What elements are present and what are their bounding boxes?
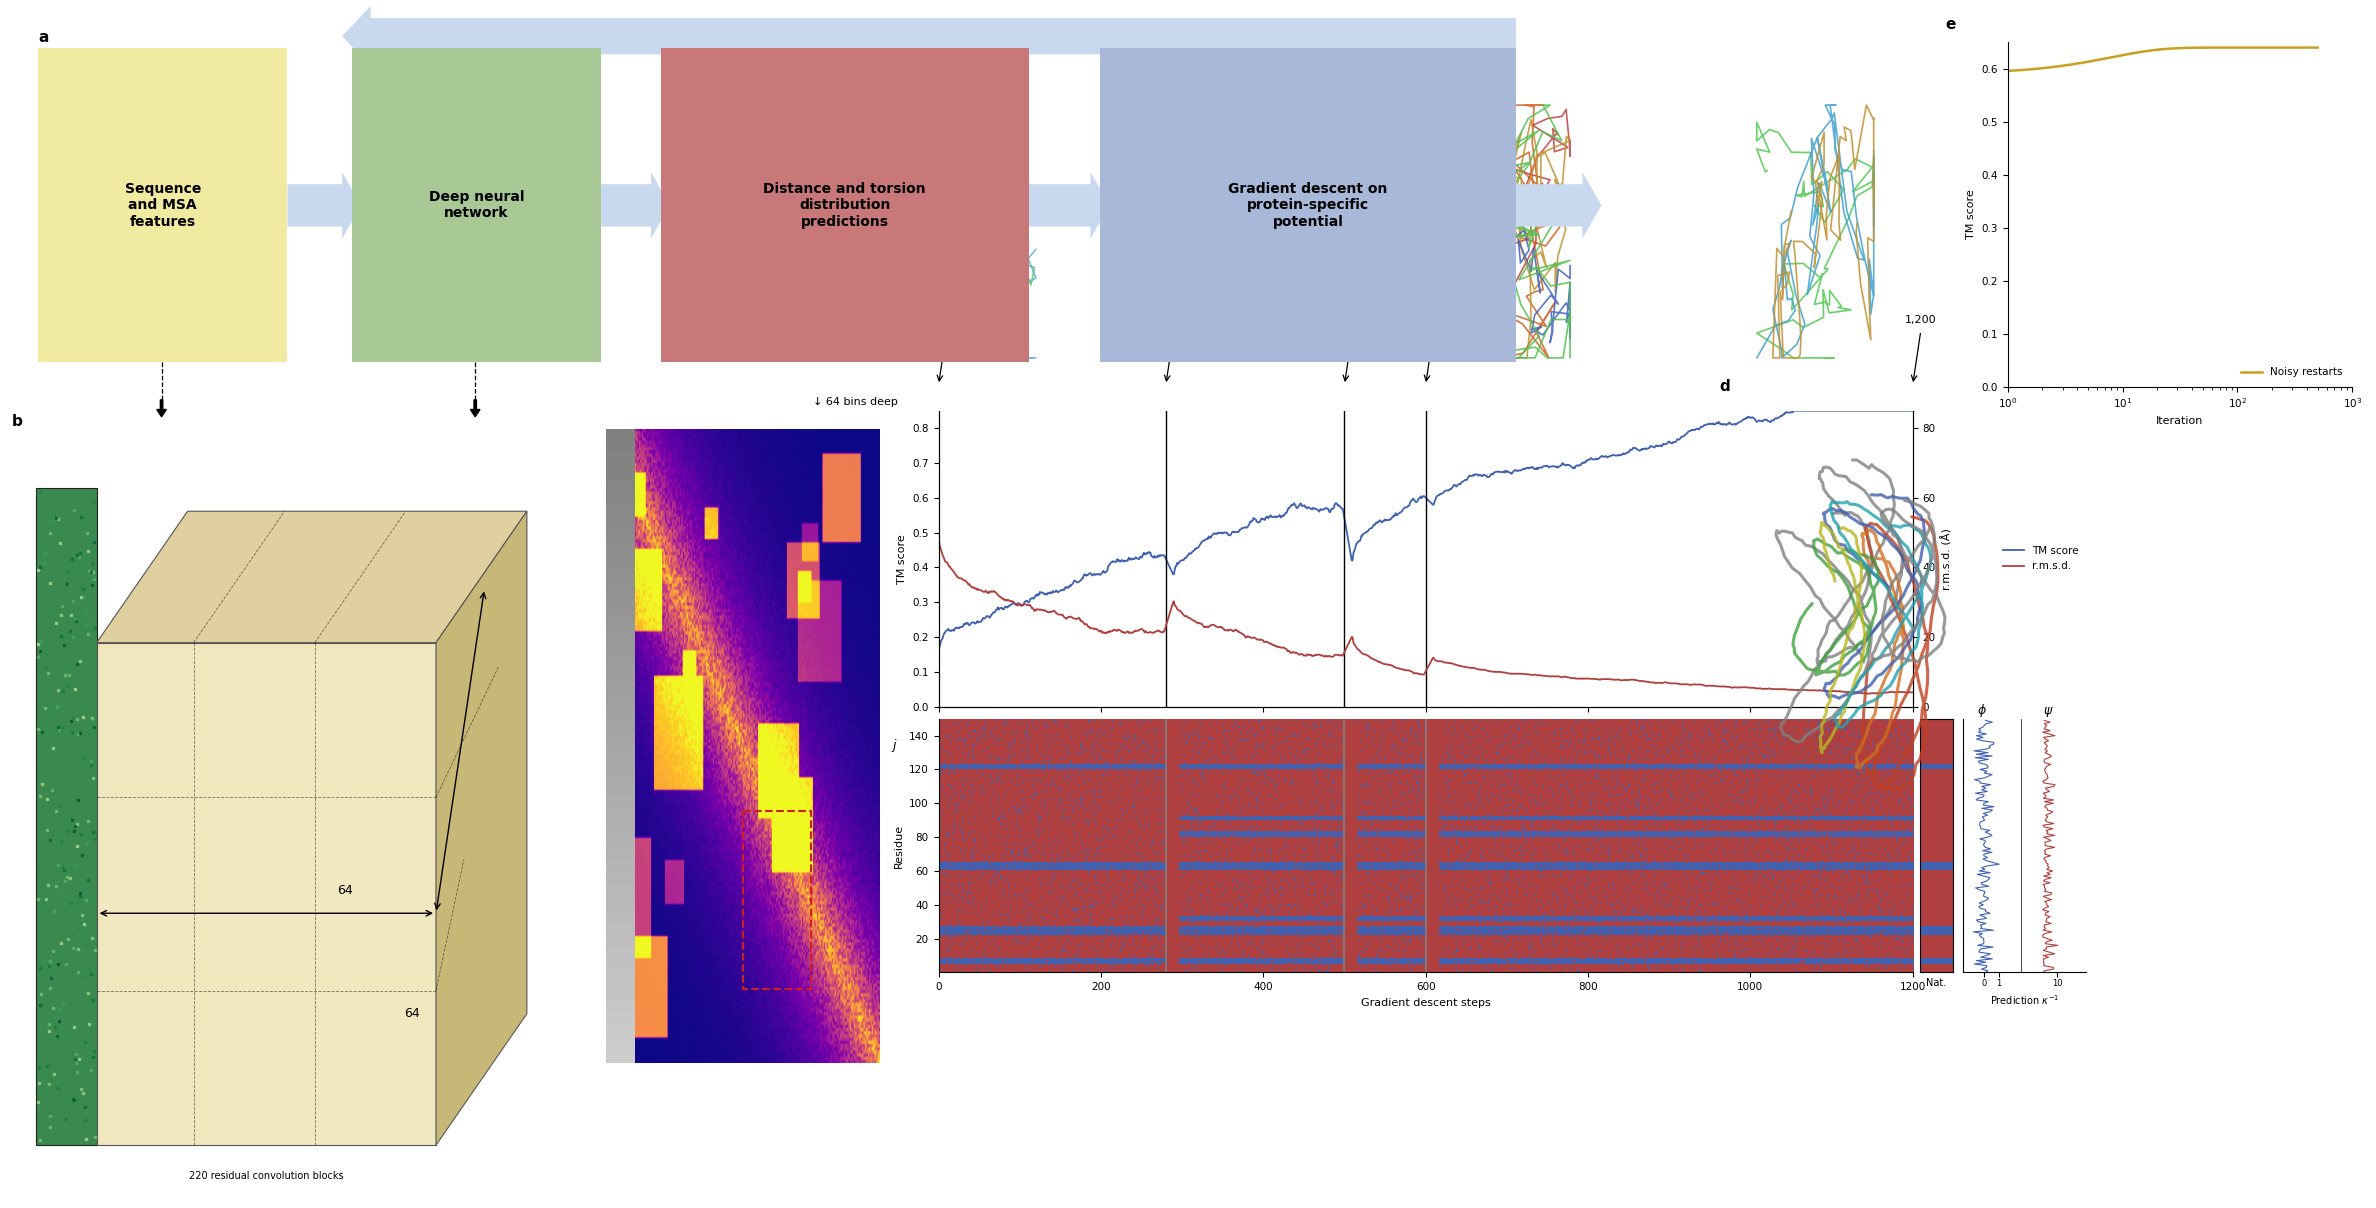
Text: 64: 64	[404, 1007, 421, 1021]
X-axis label: Nat.: Nat.	[1927, 978, 1946, 988]
Text: ↓ 64 bins deep: ↓ 64 bins deep	[813, 396, 898, 407]
TM score	[1247, 512, 1276, 527]
Text: 500: 500	[1342, 315, 1364, 325]
r.m.s.d.	[1535, 669, 1563, 684]
r.m.s.d.	[1231, 631, 1259, 645]
Legend: Noisy restarts: Noisy restarts	[2238, 364, 2347, 382]
Text: $\psi$: $\psi$	[2043, 704, 2053, 719]
TM score	[1231, 519, 1259, 534]
Polygon shape	[437, 511, 527, 1145]
Bar	[744, 811, 813, 988]
Line: r.m.s.d.: r.m.s.d.	[939, 533, 1913, 693]
Text: 0: 0	[943, 315, 950, 325]
Text: Deep neural
network: Deep neural network	[428, 190, 525, 220]
Legend: TM score, r.m.s.d.: TM score, r.m.s.d.	[1998, 542, 2084, 575]
Text: e: e	[1946, 17, 1955, 31]
r.m.s.d.	[1898, 685, 1927, 699]
Line: TM score: TM score	[939, 411, 1913, 654]
Polygon shape	[97, 511, 527, 643]
r.m.s.d.	[1571, 672, 1599, 686]
Text: 220 residual convolution blocks: 220 residual convolution blocks	[190, 1171, 345, 1181]
TM score	[924, 646, 953, 661]
X-axis label: Iteration: Iteration	[2157, 416, 2203, 425]
r.m.s.d.	[1247, 632, 1276, 646]
TM score	[1670, 428, 1699, 442]
Y-axis label: TM score: TM score	[1965, 190, 1977, 239]
Text: 1,200: 1,200	[1906, 315, 1936, 325]
Y-axis label: r.m.s.d. (Å): r.m.s.d. (Å)	[1941, 528, 1953, 590]
Y-axis label: TM score: TM score	[896, 534, 908, 583]
TM score	[1780, 403, 1808, 418]
r.m.s.d.	[1856, 686, 1884, 701]
Text: 64: 64	[337, 883, 354, 896]
Polygon shape	[97, 643, 437, 1145]
TM score	[1535, 459, 1563, 474]
Text: 280: 280	[1164, 315, 1186, 325]
TM score	[1148, 548, 1176, 563]
Y-axis label: Residue: Residue	[893, 824, 903, 867]
Text: Sequence
and MSA
features: Sequence and MSA features	[124, 182, 202, 228]
r.m.s.d.	[924, 525, 953, 540]
TM score	[1898, 403, 1927, 418]
Text: 600: 600	[1423, 315, 1445, 325]
X-axis label: Gradient descent steps: Gradient descent steps	[1361, 998, 1490, 1007]
r.m.s.d.	[1670, 676, 1699, 691]
Text: b: b	[12, 414, 24, 429]
Text: a: a	[38, 30, 48, 45]
Text: $\phi$: $\phi$	[1977, 702, 1986, 719]
Polygon shape	[36, 488, 97, 1145]
Text: c: c	[870, 115, 879, 129]
Text: j: j	[893, 739, 896, 753]
TM score	[1571, 455, 1599, 470]
Text: Gradient descent on
protein-specific
potential: Gradient descent on protein-specific pot…	[1228, 182, 1388, 228]
Text: Distance and torsion
distribution
predictions: Distance and torsion distribution predic…	[763, 182, 927, 228]
r.m.s.d.	[1148, 625, 1176, 639]
X-axis label: Prediction $\kappa^{-1}$: Prediction $\kappa^{-1}$	[1989, 993, 2060, 1007]
Text: d: d	[1720, 379, 1730, 394]
